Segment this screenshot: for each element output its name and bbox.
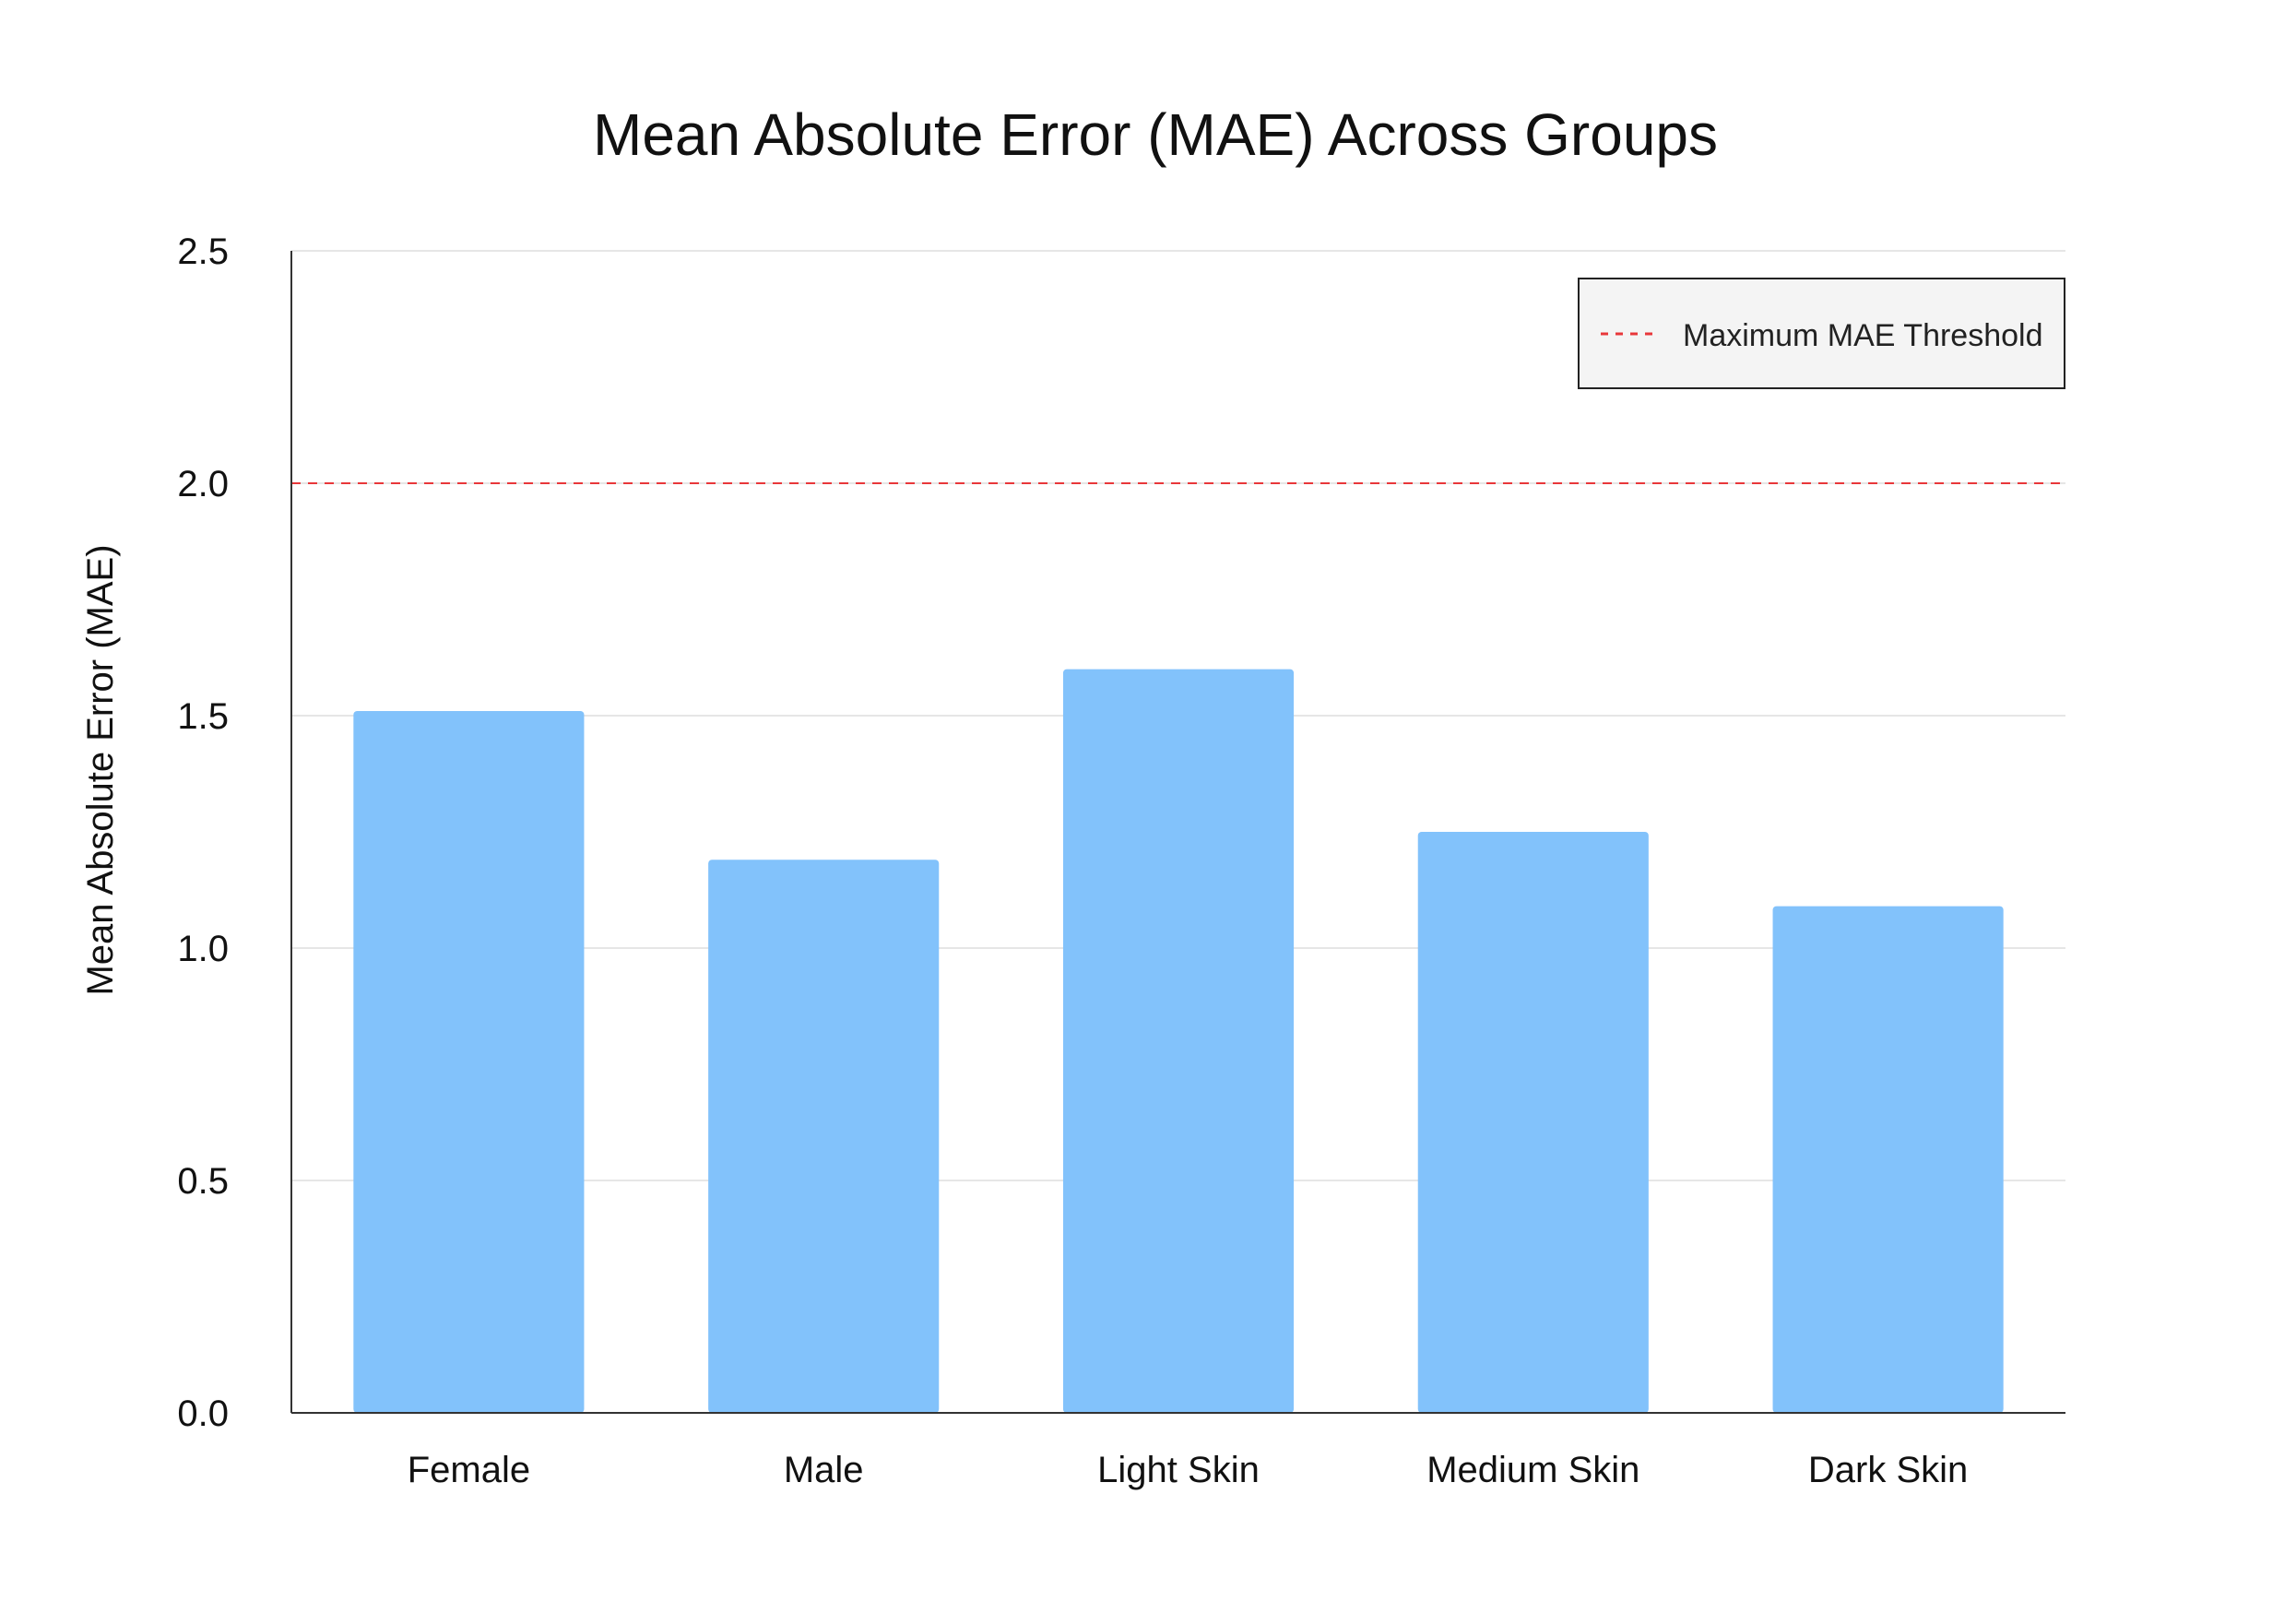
bar [708, 860, 940, 1413]
chart-title: Mean Absolute Error (MAE) Across Groups [593, 101, 1718, 168]
y-ticks: 0.0 0.5 1.0 1.5 2.0 2.5 [177, 231, 229, 1434]
bar [1772, 906, 2004, 1413]
x-tick-label: Dark Skin [1808, 1450, 1968, 1490]
y-tick-label: 1.5 [177, 696, 229, 737]
bar [1062, 669, 1295, 1413]
x-tick-label: Male [784, 1450, 864, 1490]
bars [353, 669, 2004, 1413]
x-tick-label: Female [408, 1450, 530, 1490]
bar [353, 710, 585, 1413]
legend: Maximum MAE Threshold [1578, 278, 2065, 389]
legend-threshold-label: Maximum MAE Threshold [1683, 318, 2043, 353]
axes [290, 251, 2065, 1414]
legend-box [1578, 278, 2065, 389]
y-tick-label: 0.5 [177, 1161, 229, 1202]
y-tick-label: 0.0 [177, 1393, 229, 1434]
y-tick-label: 2.5 [177, 231, 229, 272]
x-tick-label: Medium Skin [1426, 1450, 1639, 1490]
x-ticks: Female Male Light Skin Medium Skin Dark Skin [408, 1450, 1969, 1490]
y-tick-label: 1.0 [177, 929, 229, 969]
x-tick-label: Light Skin [1097, 1450, 1260, 1490]
y-axis-label: Mean Absolute Error (MAE) [80, 544, 121, 995]
y-tick-label: 2.0 [177, 464, 229, 504]
bar [1417, 832, 1649, 1413]
